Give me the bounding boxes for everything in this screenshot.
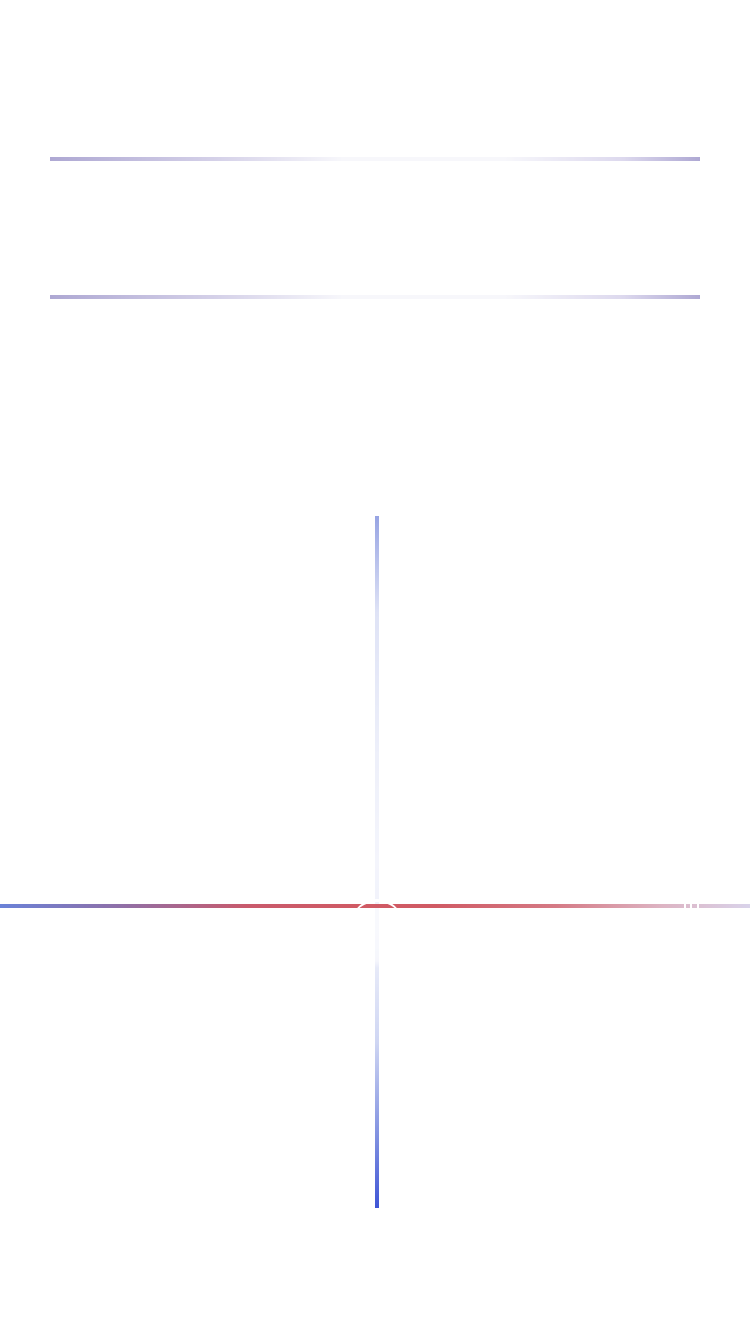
tick-mark (697, 903, 699, 909)
horizontal-gradient-line (0, 904, 750, 908)
center-gap (375, 908, 379, 968)
vertical-gradient-line (375, 516, 379, 1208)
top-divider (50, 157, 700, 161)
tick-mark (690, 903, 692, 909)
center-arc-icon (350, 899, 404, 939)
bottom-divider (50, 295, 700, 299)
tick-mark (684, 903, 686, 909)
